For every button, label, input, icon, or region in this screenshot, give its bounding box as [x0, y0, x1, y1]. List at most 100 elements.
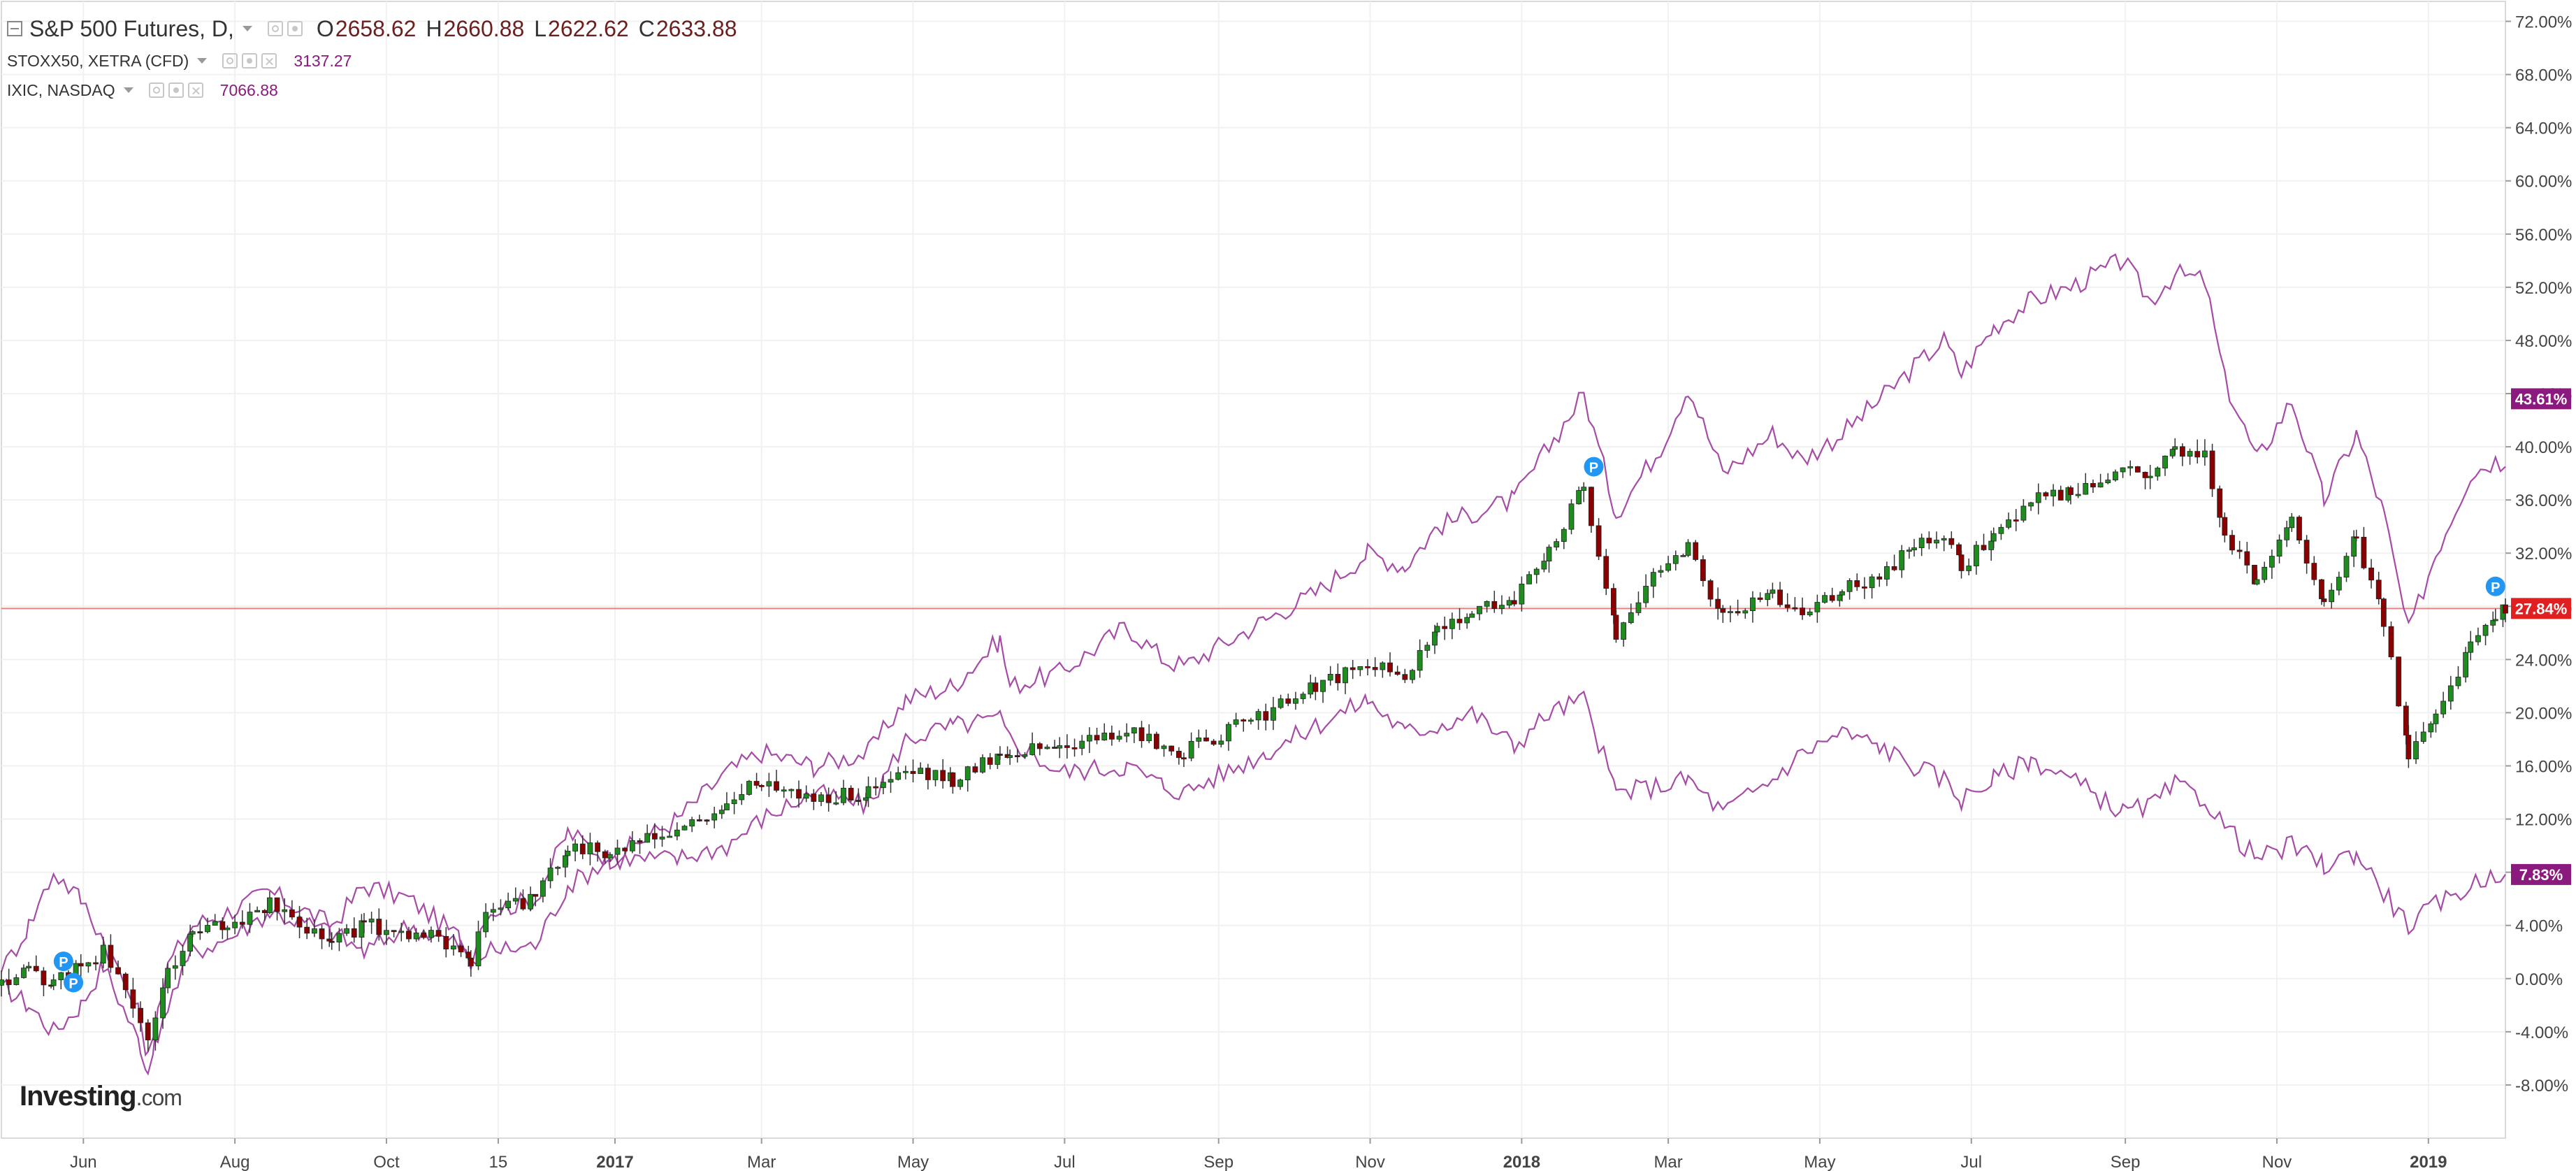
candle-body	[848, 787, 854, 800]
candle-body	[833, 802, 839, 805]
candle-body	[1948, 538, 1955, 545]
candle-body	[1402, 674, 1408, 680]
candle-body	[26, 965, 32, 969]
eye-icon[interactable]	[222, 53, 238, 69]
stoxx-series-value: 3137.27	[294, 51, 352, 70]
candle-body	[1255, 711, 1261, 721]
candle-body	[1770, 589, 1776, 594]
plot-frame[interactable]	[1, 1, 2506, 1139]
candle-body	[1854, 580, 1860, 587]
event-marker-icon[interactable]	[64, 972, 84, 993]
gear-icon[interactable]	[242, 53, 258, 69]
eye-icon[interactable]	[267, 21, 283, 36]
candle-body	[1611, 588, 1616, 616]
series-end-badge-bg	[2511, 388, 2571, 410]
candle-body	[1777, 589, 1783, 605]
chevron-down-icon[interactable]	[123, 87, 133, 93]
candle-body	[2380, 598, 2387, 627]
chevron-down-icon[interactable]	[197, 58, 208, 64]
candle-body	[328, 940, 335, 943]
candle-body	[932, 770, 939, 780]
candle-body	[1380, 662, 1386, 670]
eye-icon[interactable]	[148, 82, 164, 98]
candle-body	[1829, 595, 1835, 601]
candle-body	[1757, 597, 1763, 601]
close-icon[interactable]	[261, 53, 277, 69]
candle-body	[2463, 652, 2469, 677]
candle-body	[1635, 602, 1642, 613]
candle-body	[406, 931, 412, 940]
close-icon[interactable]	[187, 82, 203, 98]
candle-body	[376, 919, 382, 935]
x-tick-label: 2019	[2410, 1153, 2447, 1171]
candle-body	[93, 962, 99, 965]
candle-body	[565, 851, 571, 856]
stoxx-series-name: STOXX50, XETRA (CFD)	[7, 51, 189, 70]
event-marker-icon[interactable]	[1584, 457, 1604, 477]
candle-body	[2396, 656, 2402, 707]
candle-body	[766, 781, 772, 786]
candle-body	[458, 945, 464, 953]
candle-body	[2113, 471, 2118, 480]
candle-body	[58, 972, 64, 980]
candle-body	[1807, 611, 1813, 615]
chevron-down-icon[interactable]	[242, 26, 252, 31]
candle-body	[172, 965, 178, 969]
gear-icon[interactable]	[287, 21, 303, 36]
candle-body	[475, 931, 482, 967]
candle-body	[289, 909, 295, 918]
candle-body	[1101, 733, 1108, 741]
candle-body	[254, 910, 261, 912]
gear-icon[interactable]	[168, 82, 184, 98]
x-tick-label: 15	[489, 1153, 508, 1171]
y-tick-label: 20.00%	[2515, 704, 2572, 723]
y-tick-label: -4.00%	[2515, 1023, 2568, 1042]
candle-body	[261, 910, 268, 914]
candle-body	[232, 921, 238, 928]
candle-body	[1720, 608, 1726, 613]
candle-body	[758, 784, 765, 787]
candle-body	[2244, 551, 2250, 566]
candle-body	[2455, 677, 2461, 687]
candle-body	[21, 968, 27, 978]
candle-body	[2127, 466, 2134, 468]
candle-body	[1394, 671, 1401, 675]
current-value-badge: 27.84%	[2515, 600, 2568, 617]
candle-body	[1735, 611, 1741, 614]
candle-body	[562, 855, 568, 868]
collapse-icon[interactable]	[7, 21, 22, 36]
candle-body	[1456, 619, 1463, 624]
candle-body	[1568, 503, 1575, 530]
candle-body	[384, 930, 389, 935]
candle-body	[428, 930, 434, 938]
candle-body	[1464, 617, 1470, 624]
candle-body	[351, 928, 357, 938]
candle-body	[595, 842, 600, 852]
candle-body	[2420, 731, 2426, 742]
candle-body	[1240, 719, 1247, 721]
candle-body	[359, 920, 365, 938]
candle-body	[152, 1017, 159, 1041]
candle-body	[490, 909, 496, 913]
candle-body	[2169, 449, 2176, 457]
event-marker-icon[interactable]	[53, 951, 73, 972]
event-marker-label: P	[2491, 580, 2500, 596]
candle-body	[1595, 525, 1602, 557]
x-tick-label: Mar	[1654, 1153, 1682, 1171]
candle-body	[1800, 608, 1805, 615]
candle-body	[1285, 698, 1291, 704]
candle-body	[1998, 526, 2004, 534]
candle-body	[1442, 626, 1448, 629]
event-marker-label: P	[1589, 461, 1598, 476]
candle-body	[2229, 535, 2235, 551]
candle-body	[304, 926, 310, 934]
low-key: L	[534, 15, 547, 41]
event-marker-icon[interactable]	[2485, 576, 2505, 596]
candle-body	[572, 843, 579, 852]
x-tick-label: Nov	[1355, 1153, 1385, 1171]
candle-body	[115, 967, 121, 975]
candle-body	[2388, 626, 2394, 658]
